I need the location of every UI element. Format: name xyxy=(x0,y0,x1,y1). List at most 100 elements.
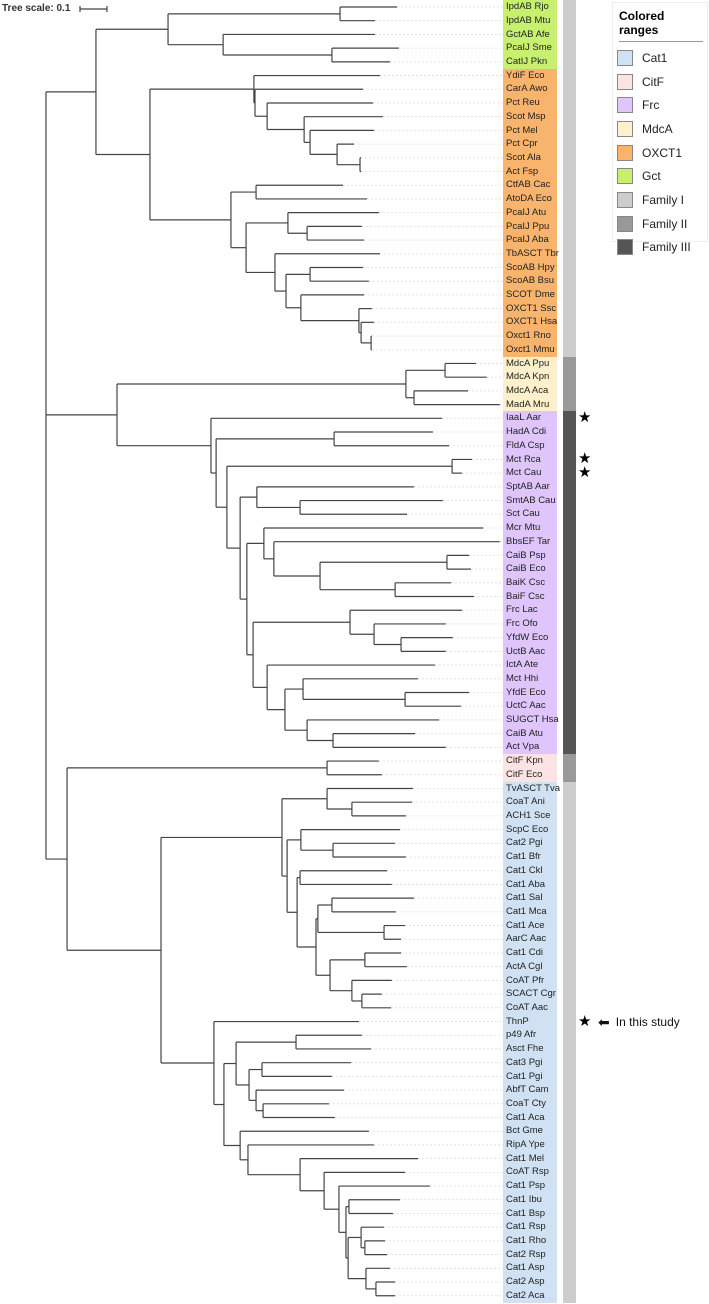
leaf-label: Act Fsp xyxy=(506,165,539,177)
legend-label: Family I xyxy=(642,192,684,207)
leaf-label: GctAB Afe xyxy=(506,28,550,40)
leaf-label: IaaL Aar xyxy=(506,412,542,424)
leaf-label: Cat2 Aca xyxy=(506,1289,545,1301)
family-range-family-i xyxy=(563,781,576,1303)
leaf-label: Cat1 Cdi xyxy=(506,947,543,959)
leaf-label: Sct Cau xyxy=(506,508,540,520)
leaf-label: AtoDA Eco xyxy=(506,193,552,205)
legend-item: CitF xyxy=(617,70,707,94)
legend-item: Frc xyxy=(617,93,707,117)
leaf-label: ScoAB Hpy xyxy=(506,261,555,273)
leaf-label: Mcr Mtu xyxy=(506,522,541,534)
legend-swatch xyxy=(617,239,633,256)
leaf-label: Oxct1 Mmu xyxy=(506,343,555,355)
leaf-label: SptAB Aar xyxy=(506,480,550,492)
leaf-label: Cat1 Bfr xyxy=(506,851,541,863)
legend-label: OXCT1 xyxy=(642,145,683,160)
leaf-label: Cat1 Psp xyxy=(506,1180,546,1192)
leaf-label: CoAT Pfr xyxy=(506,974,545,986)
leaf-label: OXCT1 Hsa xyxy=(506,316,558,328)
colored-range-gct xyxy=(503,0,557,69)
leaf-label: BbsEF Tar xyxy=(506,535,551,547)
leaf-label: ActA Cgl xyxy=(506,960,543,972)
family-range-family-i xyxy=(563,0,576,357)
legend-swatch xyxy=(617,97,633,114)
colored-range-cat1 xyxy=(503,781,557,1303)
family-range-family-ii xyxy=(563,356,576,412)
leaf-label: SCACT Cgr xyxy=(506,988,556,1000)
annotation-text: In this study xyxy=(615,1015,680,1030)
leaf-label: HadA Cdi xyxy=(506,426,547,438)
leaf-label: BaiF Csc xyxy=(506,590,545,602)
leaf-label: Pct Reu xyxy=(506,97,540,109)
legend-swatch xyxy=(617,49,633,66)
leaf-label: Cat1 Pgi xyxy=(506,1070,543,1082)
leaf-label: Cat3 Pgi xyxy=(506,1056,543,1068)
leaf-label: Cat1 Ckl xyxy=(506,864,543,876)
leaf-label: CaiB Psp xyxy=(506,549,546,561)
legend-item: Family III xyxy=(617,236,707,260)
annotation: ⬅ In this study xyxy=(598,1014,680,1031)
leaf-label: Cat1 Asp xyxy=(506,1262,545,1274)
leaf-label: UctC Aac xyxy=(506,700,546,712)
leaf-label: PcaIJ Sme xyxy=(506,42,552,54)
leaf-label: ScpC Eco xyxy=(506,823,549,835)
leaf-label: OXCT1 Ssc xyxy=(506,302,557,314)
leaf-label: Pct Mel xyxy=(506,124,538,136)
leaf-label: FldA Csp xyxy=(506,439,545,451)
leaf-label: Cat1 Aca xyxy=(506,1111,545,1123)
leaf-label: Scot Ala xyxy=(506,151,541,163)
leaf-label: CitF Kpn xyxy=(506,755,543,767)
leaf-label: IpdAB Rjo xyxy=(506,1,549,13)
colored-range-frc xyxy=(503,411,557,755)
leaf-label: Mct Rca xyxy=(506,453,541,465)
legend-label: CitF xyxy=(642,74,664,89)
leaf-label: Cat1 Mel xyxy=(506,1152,545,1164)
leaf-label: CatIJ Pkn xyxy=(506,55,548,67)
leaf-label: CaiB Atu xyxy=(506,727,543,739)
family-range-family-ii xyxy=(563,754,576,782)
leaf-label: CtfAB Cac xyxy=(506,179,551,191)
leaf-label: Frc Lac xyxy=(506,604,538,616)
legend-swatch xyxy=(617,215,633,232)
leaf-label: Cat1 Ace xyxy=(506,919,545,931)
arrow-left-icon: ⬅ xyxy=(598,1013,610,1030)
leaf-label: RipA Ype xyxy=(506,1139,545,1151)
leaf-label: CoaT Ani xyxy=(506,796,545,808)
colored-range-mdca xyxy=(503,356,557,412)
leaf-label: PcaIJ Aba xyxy=(506,234,549,246)
legend-swatch xyxy=(617,168,633,185)
leaf-label: Scot Msp xyxy=(506,110,546,122)
leaf-label: Cat2 Asp xyxy=(506,1276,545,1288)
leaf-label: Cat2 Pgi xyxy=(506,837,543,849)
legend-swatch xyxy=(617,120,633,137)
leaf-label: MdcA Kpn xyxy=(506,371,550,383)
leaf-label: Cat1 Rho xyxy=(506,1235,547,1247)
legend-label: Family III xyxy=(642,240,691,255)
leaf-label: ScoAB Bsu xyxy=(506,275,555,287)
leaf-label: Cat1 Sal xyxy=(506,892,543,904)
leaf-label: Cat1 Ibu xyxy=(506,1193,542,1205)
leaf-label: Bct Gme xyxy=(506,1125,543,1137)
legend-label: Frc xyxy=(642,98,660,113)
leaf-label: YdiF Eco xyxy=(506,69,545,81)
leaf-label: YfdE Eco xyxy=(506,686,546,698)
leaf-label: TvASCT Tva xyxy=(506,782,561,794)
star-icon: ★ xyxy=(578,409,592,427)
leaf-label: SUGCT Hsa xyxy=(506,714,559,726)
legend-swatch xyxy=(617,144,633,161)
leaf-label: Frc Ofo xyxy=(506,618,538,630)
leaf-label: CarA Awo xyxy=(506,83,548,95)
leaf-label: Act Vpa xyxy=(506,741,540,753)
leaf-label: BaiK Csc xyxy=(506,576,546,588)
legend-item: OXCT1 xyxy=(617,141,707,165)
leaf-label: YfdW Eco xyxy=(506,631,549,643)
leaf-label: PcaIJ Atu xyxy=(506,206,547,218)
legend-swatch xyxy=(617,73,633,90)
leaf-label: Cat1 Rsp xyxy=(506,1221,546,1233)
leaf-label: CitF Eco xyxy=(506,768,543,780)
legend-label: MdcA xyxy=(642,121,673,136)
leaf-label: IpdAB Mtu xyxy=(506,14,551,26)
leaf-label: CoaT Cty xyxy=(506,1097,546,1109)
leaf-label: Oxct1 Rno xyxy=(506,330,551,342)
